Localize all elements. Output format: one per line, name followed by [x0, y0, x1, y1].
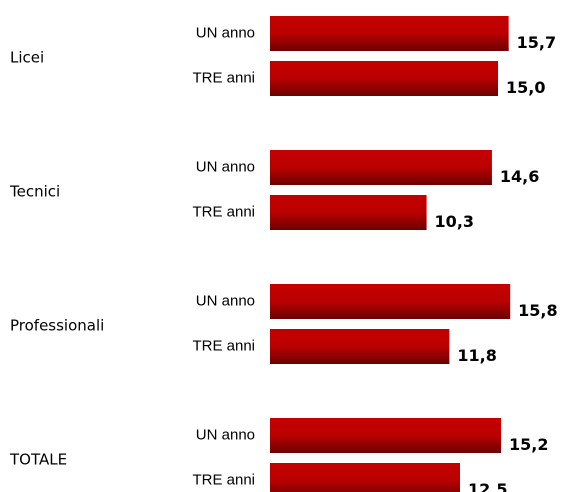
group-label: Professionali: [10, 317, 104, 335]
group-label: TOTALE: [9, 451, 67, 469]
group-label: Tecnici: [9, 183, 60, 201]
series-label: UN anno: [196, 24, 255, 41]
value-label: 11,8: [457, 346, 496, 365]
bar-shade: [270, 329, 450, 364]
bar-shade: [270, 463, 460, 492]
series-label: UN anno: [196, 158, 255, 175]
series-label: TRE anni: [192, 69, 255, 86]
bar-shade: [270, 284, 511, 319]
series-label: TRE anni: [192, 471, 255, 488]
group-label: Licei: [10, 49, 44, 67]
value-label: 12,5: [468, 480, 507, 492]
value-label: 15,0: [506, 78, 545, 97]
series-label: TRE anni: [192, 337, 255, 354]
value-label: 14,6: [500, 167, 539, 186]
value-label: 15,2: [509, 435, 548, 454]
bar-shade: [270, 150, 492, 185]
series-label: UN anno: [196, 426, 255, 443]
bar-shade: [270, 16, 509, 51]
bar-shade: [270, 418, 502, 453]
value-label: 15,7: [517, 33, 556, 52]
series-label: TRE anni: [192, 203, 255, 220]
series-label: UN anno: [196, 292, 255, 309]
bar-shade: [270, 61, 498, 96]
value-label: 15,8: [518, 301, 557, 320]
value-label: 10,3: [435, 212, 474, 231]
bar-shade: [270, 195, 427, 230]
